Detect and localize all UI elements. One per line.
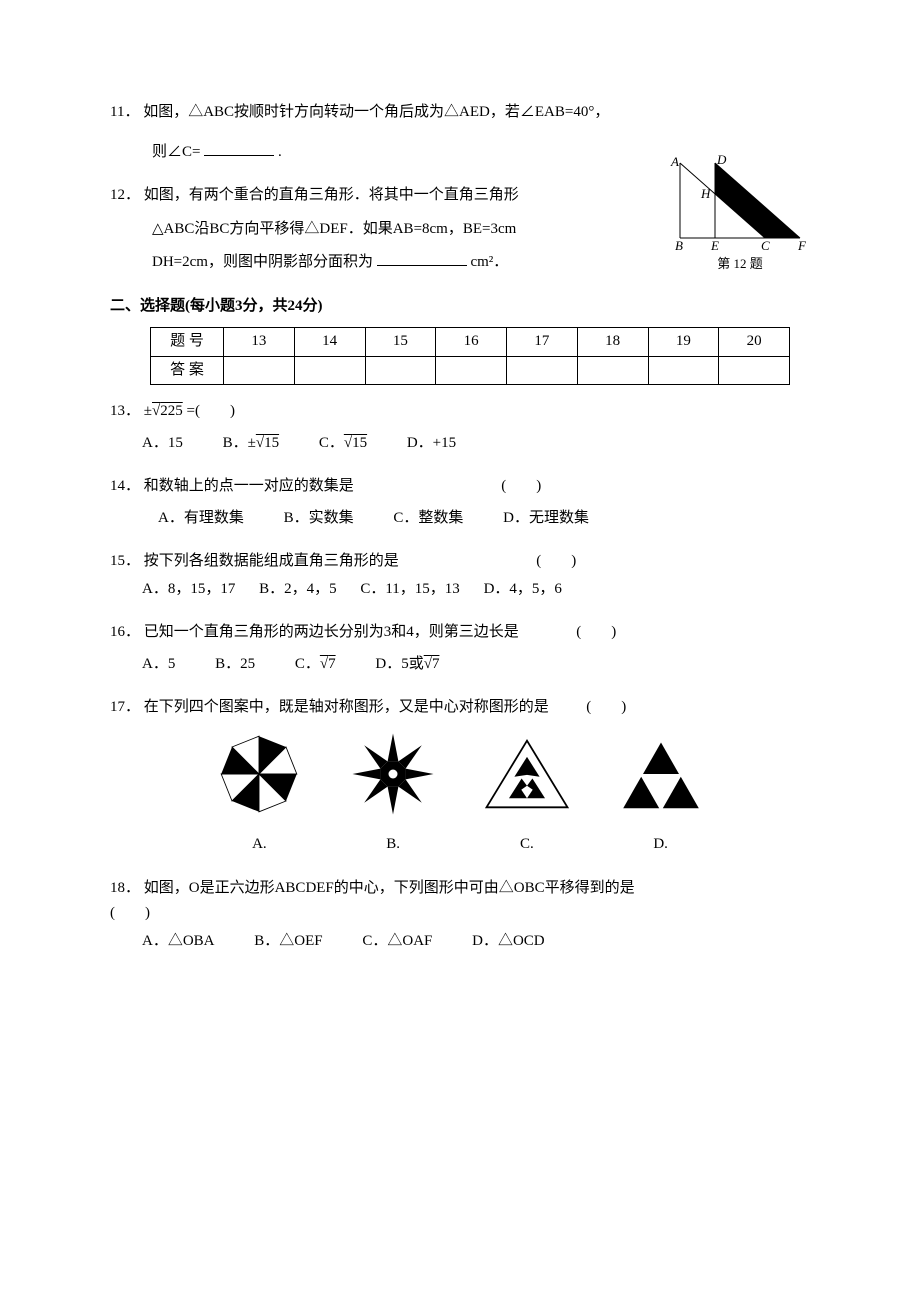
ans-16[interactable] (436, 356, 507, 385)
q17-label-d: D. (596, 832, 726, 858)
question-14: 14． 和数轴上的点一一对应的数集是 ( ) A．有理数集 B．实数集 C．整数… (110, 474, 810, 531)
q18-opt-c[interactable]: C．△OAF (362, 929, 432, 955)
svg-text:A: A (670, 154, 679, 169)
q17-number: 17． (110, 699, 140, 715)
q16-paren: ( ) (576, 624, 616, 640)
q15-number: 15． (110, 553, 140, 569)
svg-text:C: C (761, 238, 770, 253)
q11-text-b: 则∠C= (152, 144, 200, 160)
q11-text-c: . (278, 144, 282, 160)
q13-number: 13． (110, 403, 140, 419)
q17-fig-d[interactable]: D. (596, 729, 726, 858)
q14-opt-c[interactable]: C．整数集 (393, 506, 463, 532)
ans-17[interactable] (507, 356, 578, 385)
section2-title: 二、选择题(每小题3分，共24分) (110, 294, 810, 320)
q12-figure-caption: 第 12 题 (717, 256, 763, 271)
q18-opt-d[interactable]: D．△OCD (472, 929, 545, 955)
q14-opt-b[interactable]: B．实数集 (284, 506, 354, 532)
question-18: 18． 如图，O是正六边形ABCDEF的中心，下列图形中可由△OBC平移得到的是… (110, 876, 810, 955)
col-13: 13 (224, 328, 295, 357)
q17-fig-a[interactable]: A. (194, 729, 324, 858)
q17-label-b: B. (328, 832, 458, 858)
q18-sub: ( ) (110, 905, 150, 921)
row2-label: 答 案 (151, 356, 224, 385)
q11-text-a: 如图，△ABC按顺时针方向转动一个角后成为△AED，若∠EAB=40°， (143, 104, 609, 120)
col-18: 18 (577, 328, 648, 357)
q16-number: 16． (110, 624, 140, 640)
col-20: 20 (719, 328, 790, 357)
svg-text:D: D (716, 153, 727, 167)
q13-stem: ±√225 =( ) (144, 403, 235, 419)
q18-opt-a[interactable]: A．△OBA (142, 929, 215, 955)
q18-number: 18． (110, 880, 140, 896)
q15-paren: ( ) (536, 553, 576, 569)
q15-stem: 按下列各组数据能组成直角三角形的是 (144, 553, 399, 569)
q13-opt-b[interactable]: B．±√15 (223, 431, 279, 457)
q18-opt-b[interactable]: B．△OEF (254, 929, 322, 955)
col-14: 14 (294, 328, 365, 357)
answer-table-answer-row: 答 案 (151, 356, 790, 385)
svg-text:B: B (675, 238, 683, 253)
ans-19[interactable] (648, 356, 719, 385)
q13-opt-a[interactable]: A．15 (142, 431, 183, 457)
question-17: 17． 在下列四个图案中，既是轴对称图形，又是中心对称图形的是 ( ) A. (110, 695, 810, 858)
question-16: 16． 已知一个直角三角形的两边长分别为3和4，则第三边长是 ( ) A．5 B… (110, 620, 810, 677)
q12-text-a: 如图，有两个重合的直角三角形．将其中一个直角三角形 (144, 187, 519, 203)
q15-opt-d[interactable]: D．4，5，6 (484, 577, 562, 603)
q16-opt-b[interactable]: B．25 (215, 652, 255, 678)
col-16: 16 (436, 328, 507, 357)
ans-13[interactable] (224, 356, 295, 385)
q17-fig-b[interactable]: B. (328, 729, 458, 858)
q13-radicand: 225 (160, 403, 183, 419)
q13-suffix: =( ) (183, 403, 235, 419)
q14-opt-a[interactable]: A．有理数集 (158, 506, 244, 532)
col-19: 19 (648, 328, 719, 357)
row1-label: 题 号 (151, 328, 224, 357)
q14-paren: ( ) (501, 478, 541, 494)
col-17: 17 (507, 328, 578, 357)
q17-paren: ( ) (586, 699, 626, 715)
q15-opt-c[interactable]: C．11，15，13 (360, 577, 459, 603)
svg-text:E: E (710, 238, 719, 253)
q16-stem: 已知一个直角三角形的两边长分别为3和4，则第三边长是 (144, 624, 519, 640)
q13-opt-d[interactable]: D．+15 (407, 431, 456, 457)
q14-opt-d[interactable]: D．无理数集 (503, 506, 589, 532)
q16-opt-d[interactable]: D．5或√7 (375, 652, 439, 678)
q17-stem: 在下列四个图案中，既是轴对称图形，又是中心对称图形的是 (144, 699, 549, 715)
question-15: 15． 按下列各组数据能组成直角三角形的是 ( ) A．8，15，17 B．2，… (110, 549, 810, 602)
q14-number: 14． (110, 478, 140, 494)
q11-number: 11． (110, 104, 139, 120)
answer-table: 题 号 13 14 15 16 17 18 19 20 答 案 (150, 327, 790, 385)
q13-prefix: ± (144, 403, 152, 419)
q12-unit: cm²． (470, 254, 508, 270)
q12-figure: A D H B E C F 第 12 题 (650, 153, 830, 275)
answer-table-header-row: 题 号 13 14 15 16 17 18 19 20 (151, 328, 790, 357)
ans-15[interactable] (365, 356, 436, 385)
q11-blank[interactable] (204, 140, 274, 156)
q16-opt-c[interactable]: C．√7 (295, 652, 336, 678)
question-12: A D H B E C F 第 12 题 12． 如图，有两个重合的直角三角形．… (110, 183, 810, 276)
svg-text:H: H (700, 186, 711, 201)
question-13: 13． ±√225 =( ) A．15 B．±√15 C．√15 D．+15 (110, 399, 810, 456)
q16-opt-a[interactable]: A．5 (142, 652, 175, 678)
q12-blank[interactable] (377, 250, 467, 266)
q14-stem: 和数轴上的点一一对应的数集是 (144, 478, 354, 494)
ans-14[interactable] (294, 356, 365, 385)
ans-18[interactable] (577, 356, 648, 385)
q17-label-a: A. (194, 832, 324, 858)
col-15: 15 (365, 328, 436, 357)
ans-20[interactable] (719, 356, 790, 385)
svg-text:F: F (797, 238, 807, 253)
q15-opt-a[interactable]: A．8，15，17 (142, 577, 235, 603)
q13-opt-c[interactable]: C．√15 (319, 431, 367, 457)
q17-fig-c[interactable]: C. (462, 729, 592, 858)
q12-text-c: DH=2cm，则图中阴影部分面积为 (152, 254, 373, 270)
q18-stem: 如图，O是正六边形ABCDEF的中心，下列图形中可由△OBC平移得到的是 (144, 880, 635, 896)
q12-number: 12． (110, 187, 140, 203)
q15-opt-b[interactable]: B．2，4，5 (259, 577, 337, 603)
q12-text-b: △ABC沿BC方向平移得△DEF．如果AB=8cm，BE=3cm (152, 221, 516, 237)
q17-label-c: C. (462, 832, 592, 858)
